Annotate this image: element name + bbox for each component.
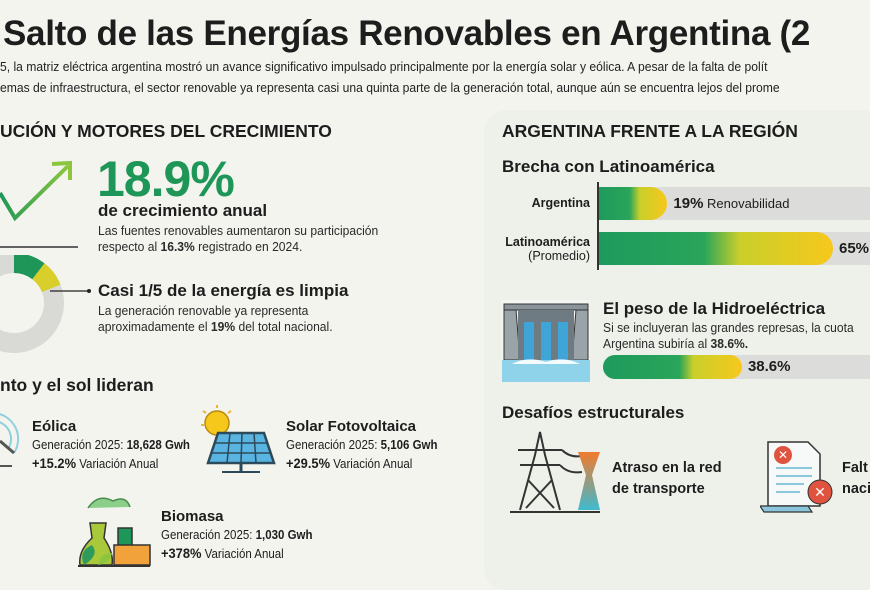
hydro-title: El peso de la Hidroeléctrica [603,299,826,318]
transmission-tower-icon [510,431,600,513]
share-desc: La generación renovable ya representa ap… [98,303,333,334]
growth-label: de crecimiento anual [98,201,268,220]
donut-segment-renewable [13,255,45,280]
region-heading: ARGENTINA FRENTE A LA REGIÓN [502,121,798,141]
bar-axis [597,182,599,270]
bar-value-argentina: 19% Renovabilidad [673,195,790,212]
growth-value: 18.9% [97,151,235,207]
solar-panel-icon [201,405,276,473]
gap-title: Brecha con Latinoamérica [502,157,715,176]
trend-arrow-icon [0,160,78,248]
source-solar: Solar Fotovoltaica Generación 2025: 5,10… [286,418,438,471]
challenges-title: Desafíos estructurales [502,403,685,422]
bar-label-latam: Latinoamérica (Promedio) [505,235,590,263]
bar-argentina [599,187,668,220]
sources-heading: nto y el sol lideran [0,375,154,395]
growth-desc: Las fuentes renovables aumentaron su par… [98,223,379,254]
source-biomasa: Biomasa Generación 2025: 1,030 Gwh +378%… [161,508,313,561]
hydro-bar-value: 38.6% [747,358,791,375]
svg-text:✕: ✕ [778,448,788,462]
wind-turbine-icon [0,413,20,467]
hydro-bar [603,355,742,379]
share-donut-chart [0,255,91,353]
bar-latam [599,232,833,265]
intro-line-2: emas de infraestructura, el sector renov… [0,80,780,95]
svg-text:✕: ✕ [814,485,826,501]
hydro-desc: Si se incluyeran las grandes represas, l… [603,320,854,351]
intro-line-1: 5, la matriz eléctrica argentina mostró … [0,59,768,74]
bar-value-latam: 65% [839,240,870,257]
page-title: Salto de las Energías Renovables en Arge… [3,14,811,53]
growth-heading: UCIÓN Y MOTORES DEL CRECIMIENTO [0,121,332,141]
source-eolica: Eólica Generación 2025: 18,628 Gwh +15.2… [32,418,190,471]
challenge-grid: Atraso en la red de transporte [612,460,722,497]
share-title: Casi 1/5 de la energía es limpia [98,281,349,300]
challenge-policy: Falt naci [842,460,870,497]
rejected-document-icon: ✕ ✕ [760,441,833,513]
biomass-plant-icon [78,497,151,567]
hydro-dam-icon [502,300,590,382]
donut-segment-renewable-yellow [31,263,61,293]
bar-label-argentina: Argentina [531,196,590,210]
